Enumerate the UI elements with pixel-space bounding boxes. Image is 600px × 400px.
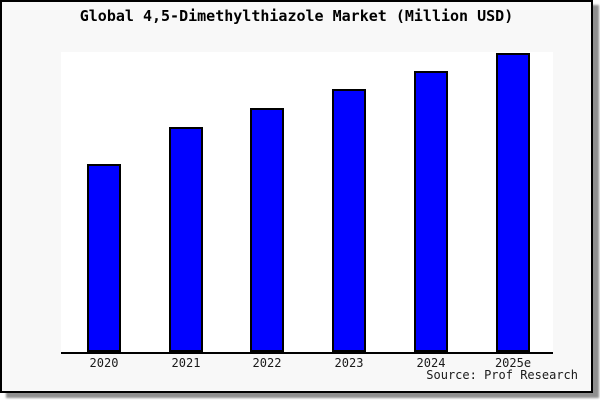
x-tick-label-2022: 2022 bbox=[252, 356, 282, 370]
chart-title: Global 4,5-Dimethylthiazole Market (Mill… bbox=[79, 7, 514, 25]
bar-2021 bbox=[169, 127, 203, 352]
plot-area bbox=[61, 52, 553, 352]
bar-2022 bbox=[250, 108, 284, 352]
source-credit: Source: Prof Research bbox=[426, 368, 578, 382]
bar-2025e bbox=[496, 53, 530, 352]
x-tick-label-2024: 2024 bbox=[416, 356, 446, 370]
chart-frame: Global 4,5-Dimethylthiazole Market (Mill… bbox=[0, 0, 593, 393]
x-axis-line bbox=[61, 352, 553, 354]
x-tick-label-2020: 2020 bbox=[89, 356, 119, 370]
bar-2023 bbox=[332, 89, 366, 352]
x-tick-label-2021: 2021 bbox=[171, 356, 201, 370]
x-tick-label-2025e: 2025e bbox=[494, 356, 532, 370]
x-tick-label-2023: 2023 bbox=[334, 356, 364, 370]
bar-2024 bbox=[414, 71, 448, 352]
bar-2020 bbox=[87, 164, 121, 352]
